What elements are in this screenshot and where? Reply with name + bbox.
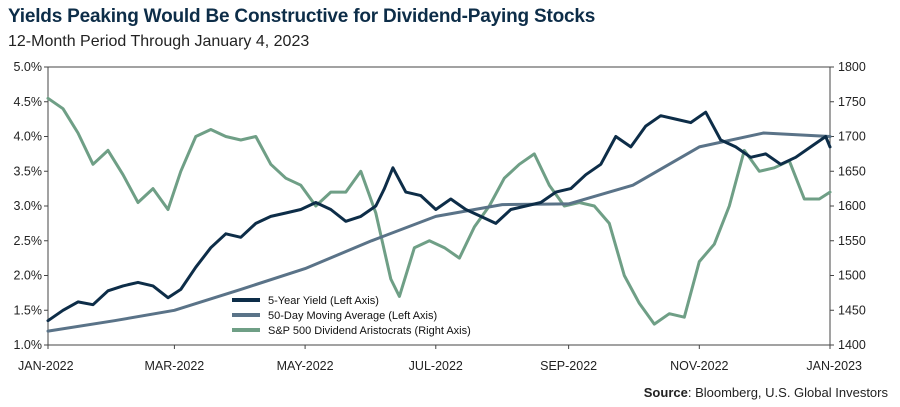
x-axis-ticks: JAN-2022 MAR-2022 MAY-2022 JUL-2022 SEP-2022…: [18, 345, 862, 373]
right-tick-label: 1500: [838, 269, 866, 283]
source-text: : Bloomberg, U.S. Global Investors: [687, 385, 888, 400]
x-tick-label: MAR-2022: [145, 359, 205, 373]
x-tick-label: MAY-2022: [277, 359, 334, 373]
legend: 5-Year Yield (Left Axis) 50-Day Moving Av…: [232, 295, 471, 337]
series-line-ma: [46, 131, 832, 333]
right-tick-label: 1450: [838, 303, 866, 317]
x-tick-label: JAN-2022: [18, 359, 74, 373]
left-tick-label: 4.0%: [14, 130, 43, 144]
legend-label-ma: 50-Day Moving Average (Left Axis): [268, 310, 437, 322]
source-label: Source: [643, 385, 688, 400]
x-tick-label: NOV-2022: [670, 359, 728, 373]
left-tick-label: 3.0%: [14, 199, 43, 213]
right-tick-label: 1700: [838, 130, 866, 144]
left-tick-label: 5.0%: [14, 60, 43, 74]
left-tick-label: 3.5%: [14, 164, 43, 178]
right-tick-label: 1400: [838, 338, 866, 352]
left-tick-label: 2.5%: [14, 234, 43, 248]
right-tick-label: 1650: [838, 164, 866, 178]
series-lines: [46, 96, 832, 333]
x-tick-label: JUL-2022: [409, 359, 463, 373]
left-tick-label: 1.0%: [14, 338, 43, 352]
right-tick-label: 1600: [838, 199, 866, 213]
x-tick-label: SEP-2022: [540, 359, 597, 373]
series-line-aristocrats: [46, 96, 832, 326]
x-tick-label: JAN-2023: [806, 359, 862, 373]
right-tick-label: 1750: [838, 95, 866, 109]
series-line-yield: [46, 110, 832, 323]
source-note: Source: Bloomberg, U.S. Global Investors: [644, 385, 888, 400]
left-axis-ticks: 1.0% 1.5% 2.0% 2.5% 3.0% 3.5% 4.0% 4.5% 5.0%: [14, 60, 48, 352]
chart-title: Yields Peaking Would Be Constructive for…: [8, 6, 596, 27]
right-tick-label: 1550: [838, 234, 866, 248]
legend-label-aristocrats: S&P 500 Dividend Aristocrats (Right Axis…: [268, 325, 471, 337]
left-tick-label: 4.5%: [14, 95, 43, 109]
left-tick-label: 2.0%: [14, 269, 43, 283]
left-tick-label: 1.5%: [14, 303, 43, 317]
right-tick-label: 1800: [838, 60, 866, 74]
right-axis-ticks: 1400 1450 1500 1550 1600 1650 1700 1750 1800: [830, 60, 866, 352]
chart-subtitle: 12-Month Period Through January 4, 2023: [8, 33, 310, 50]
legend-label-yield: 5-Year Yield (Left Axis): [268, 295, 379, 307]
